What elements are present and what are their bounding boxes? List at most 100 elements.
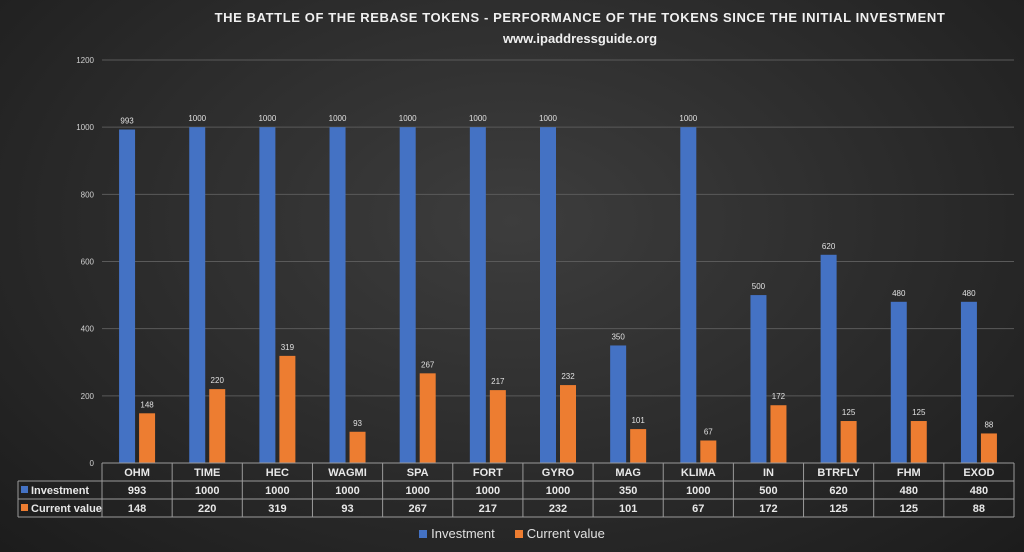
- data-label: 350: [611, 332, 625, 341]
- table-category: MAG: [615, 467, 641, 479]
- bar-current-value: [489, 390, 506, 463]
- table-cell: 993: [128, 485, 146, 497]
- bar-current-value: [700, 440, 717, 463]
- data-label: 125: [842, 408, 856, 417]
- table-cell: 350: [619, 485, 637, 497]
- table-cell: 125: [900, 503, 918, 515]
- y-tick-label: 1000: [76, 123, 94, 132]
- data-label: 88: [984, 420, 993, 429]
- bar-investment: [399, 127, 416, 464]
- table-cell: 1000: [546, 485, 570, 497]
- table-legend-swatch: [21, 486, 28, 493]
- table-category: WAGMI: [328, 467, 367, 479]
- data-label: 67: [704, 427, 713, 436]
- table-category: SPA: [407, 467, 429, 479]
- table-category: EXOD: [963, 467, 994, 479]
- table-cell: 480: [970, 485, 988, 497]
- table-cell: 620: [829, 485, 847, 497]
- table-cell: 267: [409, 503, 427, 515]
- bar-investment: [469, 127, 486, 464]
- bar-current-value: [419, 373, 436, 463]
- table-category: FHM: [897, 467, 921, 479]
- data-label: 1000: [329, 114, 347, 123]
- legend-item-current-value: Current value: [514, 526, 605, 541]
- legend-label: Current value: [526, 526, 605, 541]
- table-row-label: Investment: [31, 485, 89, 497]
- bar-investment: [189, 127, 206, 464]
- bar-current-value: [279, 355, 296, 463]
- legend: Investment Current value: [0, 526, 1024, 541]
- current-value-swatch: [514, 530, 523, 538]
- data-label: 267: [421, 360, 435, 369]
- y-tick-label: 0: [90, 459, 95, 468]
- data-label: 319: [281, 343, 295, 352]
- data-label: 101: [631, 416, 645, 425]
- table-cell: 1000: [195, 485, 219, 497]
- bar-current-value: [560, 385, 576, 463]
- data-label: 1000: [539, 114, 557, 123]
- data-label: 148: [140, 400, 154, 409]
- y-tick-label: 200: [81, 392, 95, 401]
- bar-investment: [960, 301, 977, 463]
- y-tick-label: 800: [81, 190, 95, 199]
- bar-current-value: [349, 431, 366, 463]
- table-category: BTRFLY: [817, 467, 860, 479]
- bar-current-value: [840, 421, 857, 463]
- y-tick-label: 400: [81, 325, 95, 334]
- table-category: IN: [763, 467, 774, 479]
- data-label: 993: [120, 117, 134, 126]
- table-cell: 1000: [265, 485, 289, 497]
- bar-investment: [610, 345, 627, 463]
- data-label: 172: [772, 392, 786, 401]
- data-label: 220: [211, 376, 225, 385]
- table-category: KLIMA: [681, 467, 716, 479]
- data-label: 480: [892, 289, 906, 298]
- data-label: 1000: [469, 114, 487, 123]
- investment-swatch: [419, 530, 428, 538]
- data-label: 480: [962, 289, 976, 298]
- data-label: 1000: [258, 114, 276, 123]
- bar-current-value: [209, 389, 226, 463]
- table-cell: 232: [549, 503, 567, 515]
- table-category: FORT: [473, 467, 503, 479]
- table-cell: 1000: [476, 485, 500, 497]
- table-cell: 88: [973, 503, 985, 515]
- y-tick-label: 1200: [76, 56, 94, 65]
- table-category: HEC: [266, 467, 289, 479]
- table-cell: 67: [692, 503, 704, 515]
- table-category: GYRO: [542, 467, 575, 479]
- chart-title: THE BATTLE OF THE REBASE TOKENS - PERFOR…: [214, 10, 946, 25]
- data-label: 1000: [399, 114, 417, 123]
- data-label: 500: [752, 282, 766, 291]
- data-label: 620: [822, 242, 836, 251]
- bar-investment: [820, 254, 837, 463]
- bar-current-value: [980, 433, 997, 463]
- table-cell: 172: [759, 503, 777, 515]
- table-cell: 220: [198, 503, 216, 515]
- bar-current-value: [910, 421, 927, 463]
- table-cell: 319: [268, 503, 286, 515]
- table-cell: 480: [900, 485, 918, 497]
- table-category: TIME: [194, 467, 220, 479]
- bar-investment: [890, 301, 907, 463]
- bar-investment: [680, 127, 697, 464]
- data-label: 217: [491, 377, 505, 386]
- table-cell: 217: [479, 503, 497, 515]
- bar-investment: [329, 127, 346, 464]
- y-tick-label: 600: [81, 258, 95, 267]
- table-cell: 1000: [686, 485, 710, 497]
- data-label: 93: [353, 419, 362, 428]
- data-label: 1000: [679, 114, 697, 123]
- bar-current-value: [770, 405, 787, 463]
- table-category: OHM: [124, 467, 150, 479]
- table-cell: 148: [128, 503, 146, 515]
- bar-investment: [259, 127, 276, 464]
- data-label: 125: [912, 408, 926, 417]
- table-cell: 1000: [335, 485, 359, 497]
- table-cell: 93: [341, 503, 353, 515]
- bar-investment: [750, 295, 767, 463]
- table-cell: 101: [619, 503, 637, 515]
- bar-investment: [119, 129, 136, 463]
- chart-subtitle: www.ipaddressguide.org: [502, 31, 658, 46]
